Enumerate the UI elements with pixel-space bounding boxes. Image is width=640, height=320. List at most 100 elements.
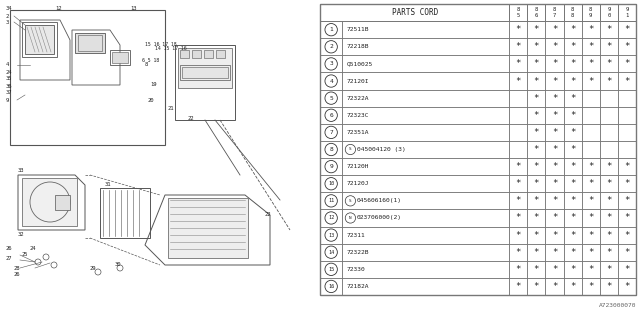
Bar — [582, 158, 600, 175]
Text: 4: 4 — [6, 62, 9, 68]
Bar — [600, 227, 618, 244]
Bar — [22, 22, 57, 57]
Bar — [75, 33, 105, 53]
Text: *: * — [588, 42, 593, 51]
Text: 16: 16 — [328, 284, 334, 289]
Bar — [527, 175, 545, 192]
Text: 045004120 (3): 045004120 (3) — [356, 147, 405, 152]
Bar — [582, 55, 600, 72]
Bar — [342, 227, 509, 244]
Text: *: * — [570, 128, 575, 137]
Bar — [582, 227, 600, 244]
Bar — [618, 90, 636, 107]
Text: 6: 6 — [330, 113, 333, 118]
Bar — [168, 198, 248, 258]
Bar — [320, 209, 342, 227]
Text: *: * — [516, 162, 521, 171]
Bar — [545, 38, 564, 55]
Text: 9: 9 — [330, 164, 333, 169]
Bar — [545, 278, 564, 295]
Bar — [545, 4, 564, 21]
Bar — [564, 55, 582, 72]
Text: *: * — [588, 213, 593, 222]
Text: 8: 8 — [145, 62, 148, 68]
Text: *: * — [552, 94, 557, 103]
Bar — [545, 175, 564, 192]
Bar — [545, 21, 564, 38]
Bar — [600, 158, 618, 175]
Text: *: * — [534, 60, 539, 68]
Text: *: * — [588, 265, 593, 274]
Bar — [582, 90, 600, 107]
Text: *: * — [552, 128, 557, 137]
Bar — [320, 158, 342, 175]
Text: 1: 1 — [330, 27, 333, 32]
Bar — [582, 261, 600, 278]
Bar — [527, 107, 545, 124]
Bar — [342, 278, 509, 295]
Bar — [564, 278, 582, 295]
Bar — [320, 227, 342, 244]
Text: *: * — [570, 179, 575, 188]
Bar — [582, 278, 600, 295]
Text: 13: 13 — [130, 5, 136, 11]
Text: *: * — [552, 25, 557, 34]
Bar — [342, 107, 509, 124]
Bar — [320, 124, 342, 141]
Text: *: * — [606, 213, 611, 222]
Text: *: * — [552, 248, 557, 257]
Text: 4: 4 — [330, 78, 333, 84]
Text: 6 5 18: 6 5 18 — [142, 58, 159, 62]
Text: 72323C: 72323C — [346, 113, 369, 118]
Bar — [582, 21, 600, 38]
Text: 7: 7 — [330, 130, 333, 135]
Text: *: * — [570, 111, 575, 120]
Bar — [545, 72, 564, 90]
Text: 72218B: 72218B — [346, 44, 369, 49]
Text: *: * — [606, 248, 611, 257]
Bar — [564, 38, 582, 55]
Text: 045606160(1): 045606160(1) — [356, 198, 401, 203]
Text: 8: 8 — [571, 7, 574, 12]
Text: *: * — [606, 179, 611, 188]
Bar — [564, 72, 582, 90]
Bar — [564, 141, 582, 158]
Bar — [342, 209, 509, 227]
Text: 7: 7 — [553, 12, 556, 18]
Text: 37: 37 — [6, 91, 13, 95]
Text: *: * — [534, 42, 539, 51]
Text: 20: 20 — [148, 98, 154, 102]
Text: *: * — [624, 248, 630, 257]
Bar — [618, 261, 636, 278]
Bar — [545, 244, 564, 261]
Bar — [618, 21, 636, 38]
Text: 3: 3 — [6, 20, 9, 25]
Bar — [509, 141, 527, 158]
Bar — [618, 141, 636, 158]
Bar — [582, 209, 600, 227]
Bar — [618, 158, 636, 175]
Bar — [545, 261, 564, 278]
Bar — [509, 72, 527, 90]
Text: 5: 5 — [516, 12, 520, 18]
Text: *: * — [606, 196, 611, 205]
Bar — [618, 38, 636, 55]
Text: 5: 5 — [330, 96, 333, 101]
Text: A723000070: A723000070 — [598, 303, 636, 308]
Text: *: * — [516, 25, 521, 34]
Bar — [527, 90, 545, 107]
Text: *: * — [534, 76, 539, 85]
Text: *: * — [552, 282, 557, 291]
Text: *: * — [570, 76, 575, 85]
Bar — [618, 227, 636, 244]
Bar — [600, 38, 618, 55]
Bar — [564, 124, 582, 141]
Text: 24: 24 — [6, 69, 13, 75]
Bar — [204, 50, 213, 58]
Text: PARTS CORD: PARTS CORD — [392, 8, 438, 17]
Text: *: * — [588, 25, 593, 34]
Text: *: * — [606, 282, 611, 291]
Text: 2: 2 — [330, 44, 333, 49]
Text: 31: 31 — [105, 182, 111, 188]
Bar — [600, 4, 618, 21]
